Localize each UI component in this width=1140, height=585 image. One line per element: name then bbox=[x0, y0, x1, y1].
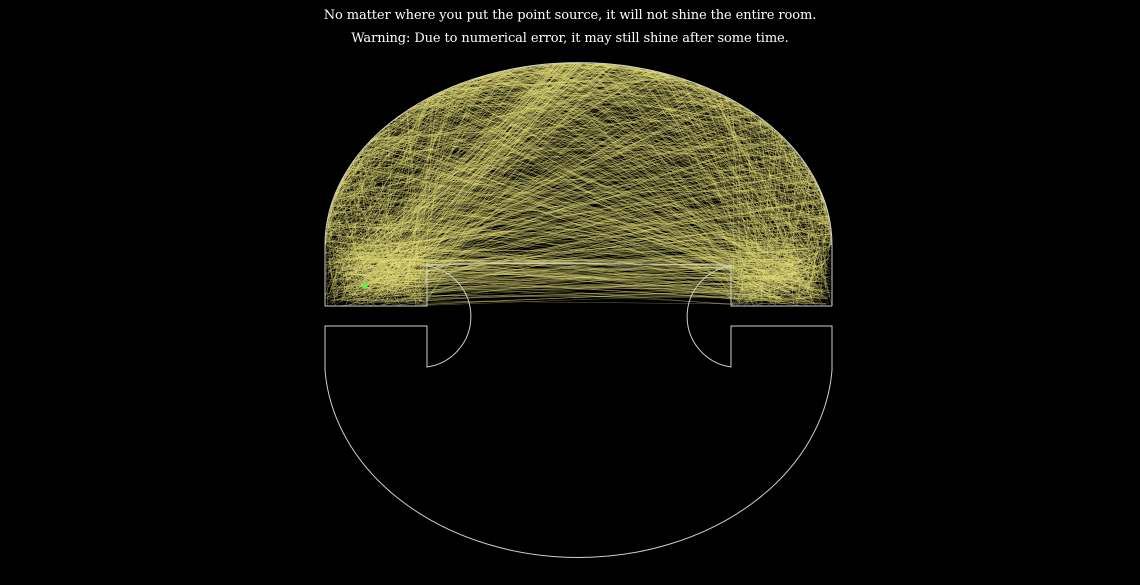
warning-text: Warning: Due to numerical error, it may … bbox=[351, 31, 789, 46]
instruction-text: No matter where you put the point source… bbox=[323, 8, 817, 23]
right-semicircle-wall bbox=[686, 265, 833, 370]
pocket-ray-paths bbox=[324, 244, 832, 307]
point-source-icon[interactable] bbox=[362, 283, 368, 289]
right-ledge-wall bbox=[730, 265, 832, 307]
light-ray-paths bbox=[324, 62, 833, 307]
left-ledge-wall bbox=[325, 263, 734, 307]
upper-ellipse-wall bbox=[324, 62, 833, 306]
light-rays bbox=[324, 62, 833, 307]
left-semicircle-wall bbox=[324, 265, 472, 370]
lower-ellipse-wall bbox=[324, 369, 833, 558]
room-outline bbox=[324, 62, 833, 558]
